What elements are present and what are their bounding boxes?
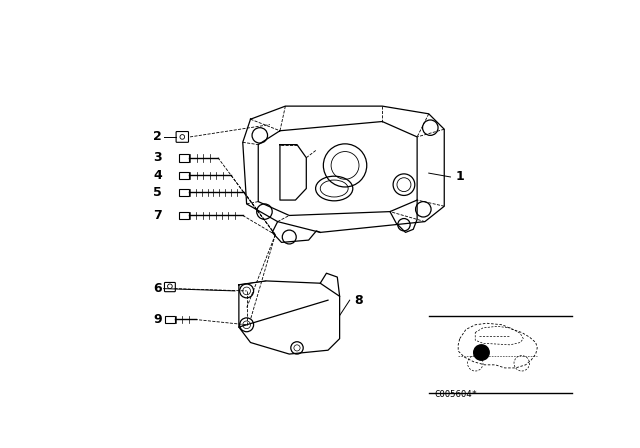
Text: 5: 5: [153, 186, 162, 199]
Bar: [165, 315, 175, 323]
Text: 4: 4: [153, 169, 162, 182]
Bar: [179, 154, 189, 162]
Bar: [179, 172, 189, 179]
Text: 6: 6: [153, 282, 162, 295]
Text: 3: 3: [153, 151, 162, 164]
Text: 2: 2: [153, 130, 162, 143]
Text: C005604*: C005604*: [434, 390, 477, 399]
Circle shape: [474, 345, 489, 360]
Text: 1: 1: [456, 170, 464, 184]
Text: 9: 9: [153, 313, 162, 326]
Bar: [179, 211, 189, 220]
Bar: [179, 189, 189, 196]
Text: 7: 7: [153, 209, 162, 222]
Text: 8: 8: [355, 293, 364, 307]
